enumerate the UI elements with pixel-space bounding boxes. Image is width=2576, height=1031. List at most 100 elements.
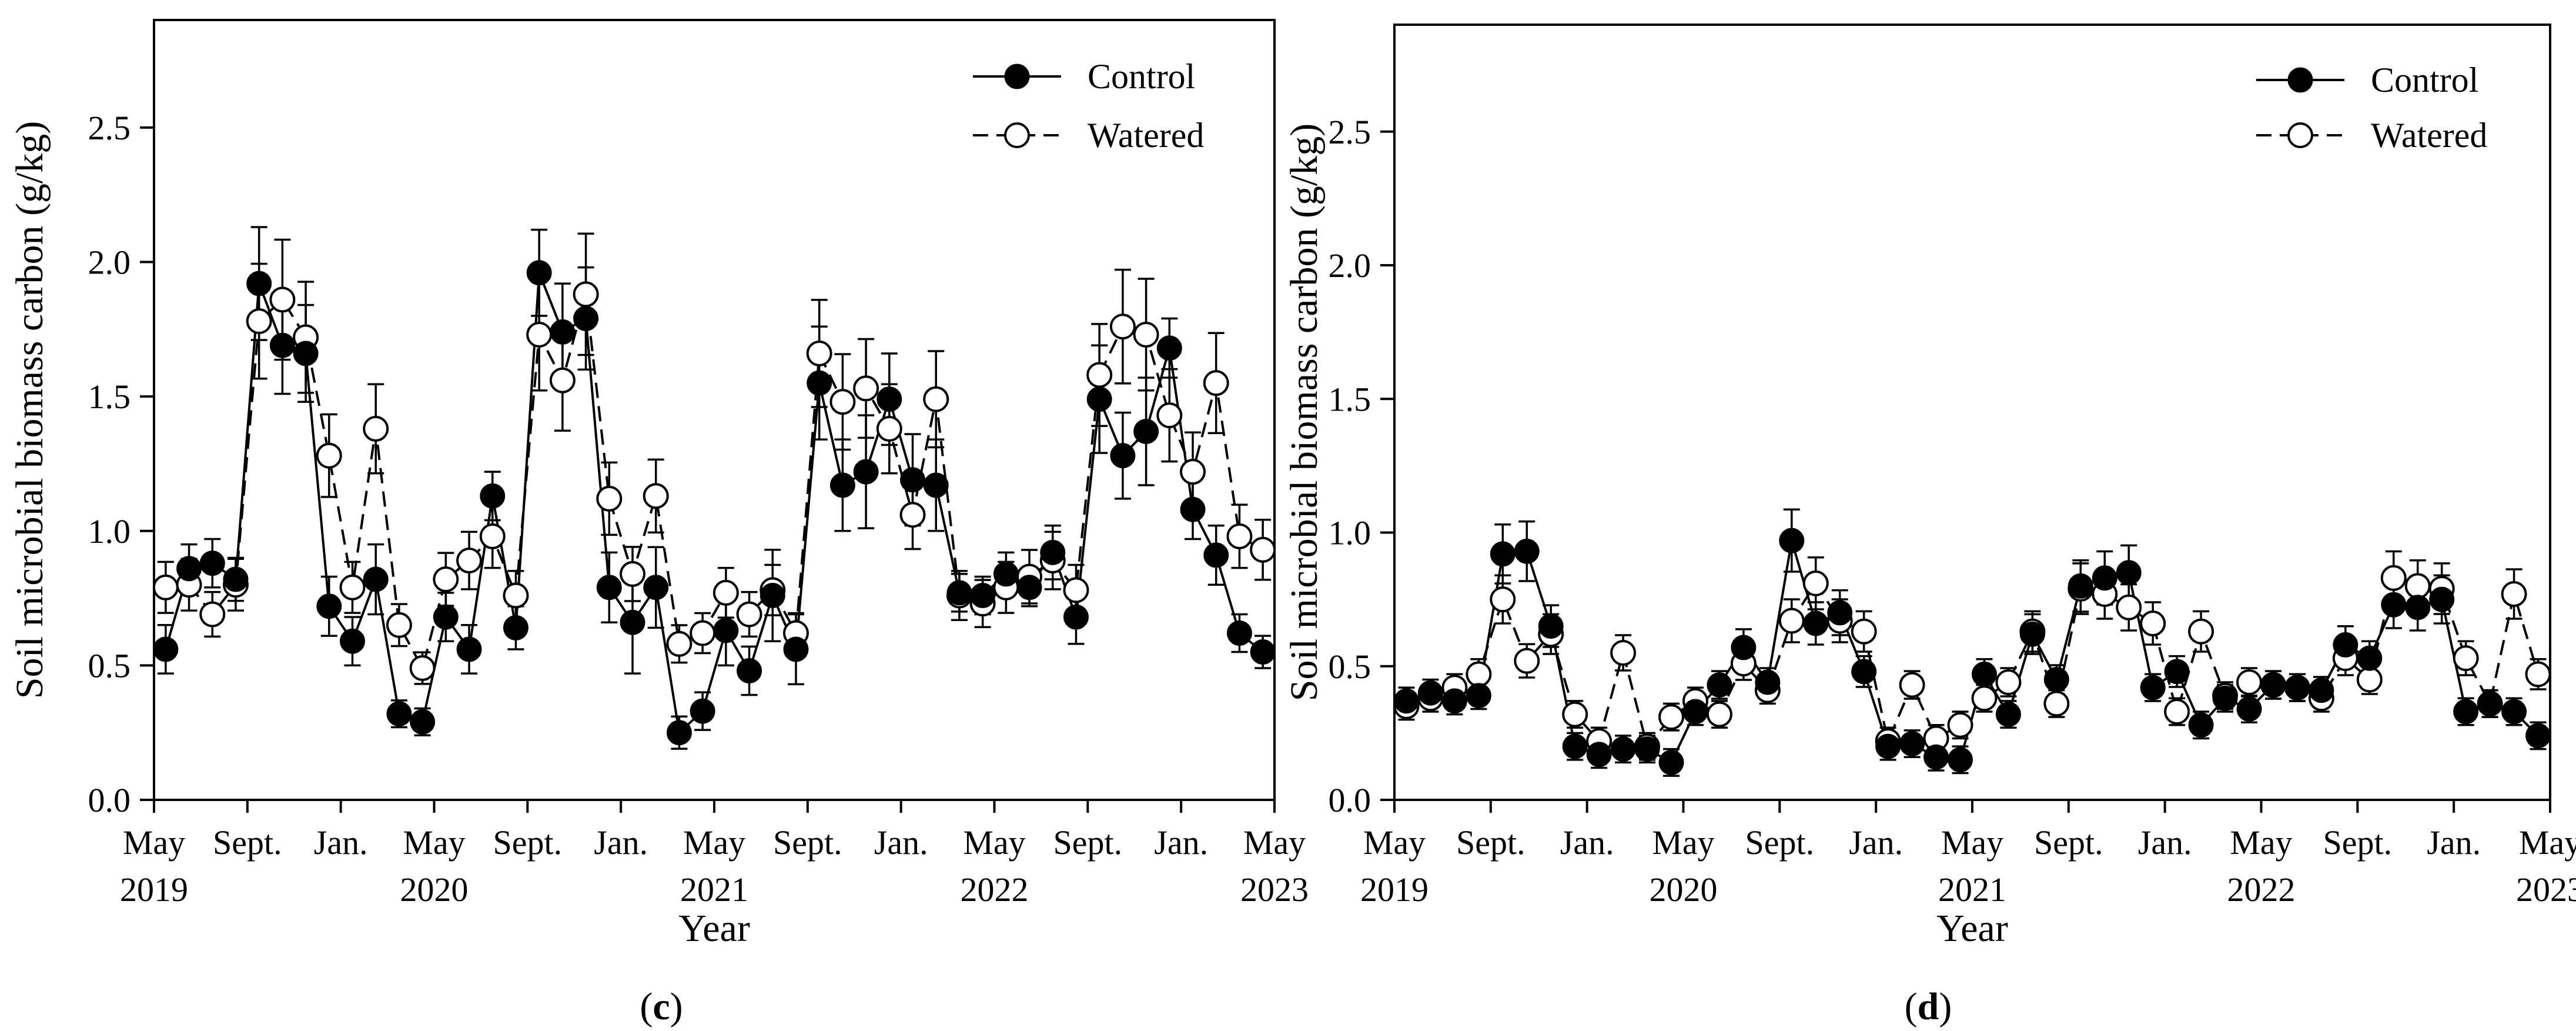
data-point-control <box>2043 666 2069 692</box>
data-point-watered <box>1063 577 1089 603</box>
data-point-control <box>176 556 202 582</box>
x-tick-label: May <box>1363 823 1426 862</box>
data-point-watered <box>1947 712 1973 738</box>
x-tick-year-label: 2022 <box>961 870 1029 909</box>
data-point-control <box>2477 690 2503 716</box>
x-tick-label: Sept. <box>213 823 282 862</box>
data-point-control <box>690 698 715 724</box>
data-point-control <box>1682 699 1708 725</box>
data-point-watered <box>339 574 366 600</box>
data-point-control <box>456 636 482 662</box>
x-tick-label: Jan. <box>594 823 648 862</box>
data-point-watered <box>152 574 179 600</box>
data-point-control <box>293 341 319 366</box>
data-point-control <box>340 628 366 654</box>
data-point-watered <box>1995 669 2022 696</box>
y-tick-label: 2.0 <box>88 243 131 282</box>
data-point-control <box>1063 604 1089 630</box>
x-tick-label: Jan. <box>1154 823 1208 862</box>
data-point-watered <box>1706 701 1732 728</box>
data-point-control <box>2453 699 2479 725</box>
data-point-control <box>2188 712 2214 738</box>
data-point-control <box>1466 683 1491 709</box>
data-point-control <box>596 575 622 600</box>
data-point-control <box>153 636 179 662</box>
data-point-watered <box>829 389 856 415</box>
x-tick-year-label: 2021 <box>1938 870 2006 909</box>
data-point-control <box>1731 635 1757 660</box>
x-tick-year-label: 2023 <box>1240 870 1309 909</box>
panel-label: (c) <box>640 985 683 1028</box>
data-point-watered <box>1514 648 1540 674</box>
data-point-control <box>573 306 599 332</box>
data-point-watered <box>386 612 412 638</box>
x-tick-label: May <box>1941 823 2003 862</box>
data-point-control <box>1016 575 1042 600</box>
data-point-control <box>2309 678 2334 703</box>
data-point-watered <box>1778 608 1805 634</box>
x-tick-year-label: 2020 <box>400 870 469 909</box>
y-tick-label: 1.5 <box>1329 380 1371 418</box>
x-tick-label: Jan. <box>1849 823 1903 862</box>
data-point-watered <box>596 485 623 512</box>
data-point-control <box>643 575 669 600</box>
data-point-watered <box>2380 565 2407 591</box>
data-point-watered <box>712 579 739 606</box>
data-point-watered <box>1180 459 1206 485</box>
data-point-control <box>223 566 249 592</box>
data-point-control <box>2284 675 2310 700</box>
data-point-control <box>1634 736 1660 762</box>
legend-label-control: Control <box>2371 61 2478 99</box>
data-point-watered <box>316 442 342 469</box>
data-point-control <box>993 561 1019 587</box>
data-point-watered <box>736 601 762 628</box>
legend-label-control: Control <box>1088 57 1195 96</box>
data-point-control <box>713 618 739 643</box>
x-axis-title: Year <box>678 907 750 950</box>
data-point-control <box>1779 528 1805 553</box>
data-point-watered <box>2140 610 2166 637</box>
data-point-watered <box>246 308 272 335</box>
data-point-control <box>2381 592 2407 618</box>
data-point-control <box>1514 538 1540 564</box>
legend-label-watered: Watered <box>2371 116 2487 155</box>
x-tick-label: May <box>2519 823 2576 862</box>
data-point-watered <box>923 386 949 412</box>
x-tick-year-label: 2019 <box>120 870 188 909</box>
data-point-watered <box>853 375 879 402</box>
data-point-watered <box>806 340 832 366</box>
data-point-watered <box>2188 618 2214 645</box>
y-tick-label: 0.5 <box>1329 648 1371 686</box>
data-point-control <box>1803 610 1829 636</box>
x-tick-label: May <box>683 823 745 862</box>
x-tick-label: Jan. <box>314 823 368 862</box>
data-point-control <box>1490 541 1516 567</box>
x-tick-label: Jan. <box>2138 823 2192 862</box>
data-point-control <box>853 459 879 485</box>
x-tick-label: May <box>1652 823 1714 862</box>
data-point-control <box>2019 621 2045 647</box>
data-point-watered <box>1156 402 1183 429</box>
data-point-control <box>829 472 855 498</box>
data-point-control <box>737 658 762 684</box>
y-tick-label: 0.0 <box>88 781 131 819</box>
data-point-control <box>480 483 506 509</box>
data-point-watered <box>1226 523 1253 549</box>
data-point-watered <box>2501 581 2527 608</box>
data-point-control <box>923 472 949 498</box>
x-tick-label: May <box>2230 823 2292 862</box>
x-tick-label: May <box>963 823 1025 862</box>
data-point-control <box>2405 595 2431 620</box>
data-point-control <box>1417 680 1443 706</box>
data-point-control <box>666 720 692 746</box>
data-point-control <box>386 701 412 727</box>
data-point-control <box>550 319 576 345</box>
data-point-control <box>783 636 809 662</box>
data-point-control <box>760 582 785 608</box>
x-tick-label: Jan. <box>1560 823 1614 862</box>
x-tick-label: Sept. <box>493 823 563 862</box>
data-point-watered <box>1610 640 1637 666</box>
data-point-watered <box>1109 313 1136 340</box>
data-point-control <box>1441 688 1467 714</box>
